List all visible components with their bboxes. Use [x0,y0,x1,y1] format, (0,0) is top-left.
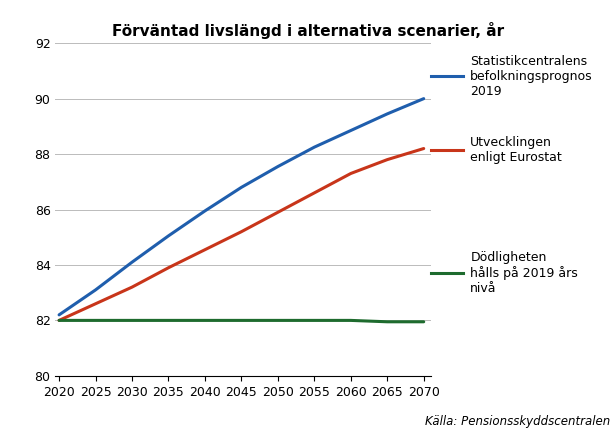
Text: Dödligheten
hålls på 2019 års
nivå: Dödligheten hålls på 2019 års nivå [471,251,578,295]
Text: Utvecklingen
enligt Eurostat: Utvecklingen enligt Eurostat [471,136,562,164]
Text: Källa: Pensionsskyddscentralen: Källa: Pensionsskyddscentralen [424,415,610,428]
Text: Förväntad livslängd i alternativa scenarier, år: Förväntad livslängd i alternativa scenar… [112,22,504,38]
Text: Statistikcentralens
befolkningsprognos
2019: Statistikcentralens befolkningsprognos 2… [471,55,593,98]
